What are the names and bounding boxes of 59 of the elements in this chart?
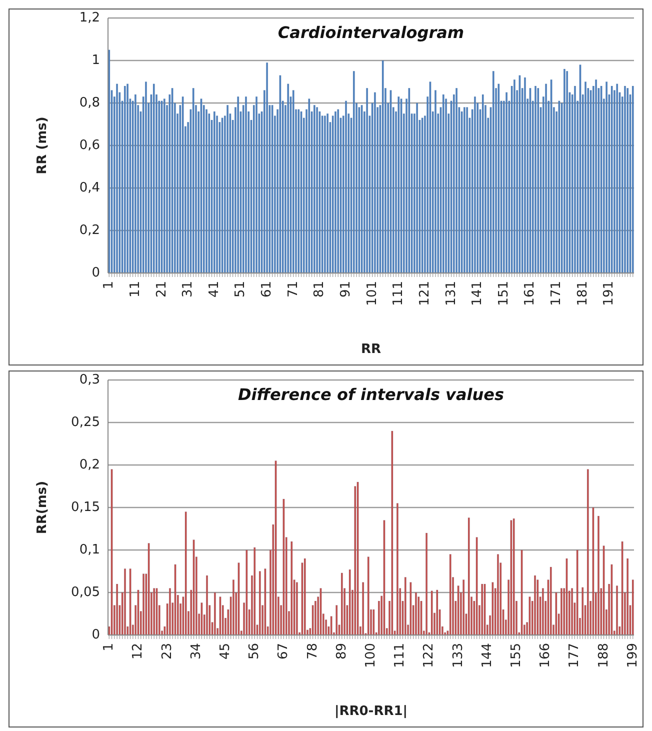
x-tick-label: 121 (417, 281, 432, 306)
x-tick-label: 71 (286, 281, 301, 298)
x-tick-label: 191 (602, 281, 617, 306)
y-tick-label: 0 (92, 266, 100, 280)
y-tick-label: 0,25 (71, 415, 100, 430)
y-tick-label: 0,2 (79, 458, 100, 472)
chart-title: Difference of intervals values (238, 385, 504, 404)
x-tick-label: 91 (338, 281, 354, 298)
y-tick-label: 0,6 (79, 138, 100, 153)
y-tick-label: 1 (92, 53, 100, 68)
x-tick-label: 100 (364, 643, 378, 668)
x-tick-label: 61 (260, 281, 275, 298)
x-tick-label: 111 (391, 281, 406, 306)
x-tick-label: 144 (480, 643, 495, 668)
x-tick-label: 67 (276, 643, 292, 660)
x-tick-label: 161 (522, 281, 538, 306)
y-tick-label: 0,1 (79, 542, 100, 558)
x-tick-label: 78 (305, 643, 320, 660)
x-tick-label: 11 (128, 281, 143, 298)
x-tick-label: 1 (102, 643, 117, 652)
x-tick-label: 41 (206, 281, 222, 298)
y-axis-title: RR (ms) (35, 116, 50, 174)
x-axis-title: |RR0-RR1| (334, 704, 408, 719)
x-tick-label: 181 (575, 281, 590, 306)
y-tick-label: 0,15 (71, 500, 100, 515)
x-tick-label: 177 (567, 643, 582, 668)
x-tick-label: 155 (508, 643, 524, 668)
x-tick-label: 81 (312, 281, 328, 298)
x-tick-label: 56 (247, 643, 262, 660)
x-tick-label: 188 (596, 643, 612, 668)
y-axis-title: RR(ms) (35, 480, 50, 534)
x-tick-label: 23 (160, 643, 175, 660)
y-tick-label: 0,05 (71, 585, 100, 600)
x-tick-label: 133 (450, 643, 466, 668)
x-tick-label: 45 (218, 643, 234, 660)
x-tick-label: 34 (188, 643, 204, 660)
x-tick-label: 111 (392, 643, 408, 668)
x-tick-label: 89 (334, 643, 350, 660)
x-tick-label: 1 (102, 281, 117, 290)
y-tick-label: 0,8 (79, 96, 100, 110)
x-tick-label: 31 (180, 281, 196, 298)
x-tick-label: 21 (154, 281, 170, 298)
x-tick-label: 171 (549, 281, 564, 306)
x-axis-title: RR (360, 342, 382, 357)
x-tick-label: 51 (233, 281, 248, 298)
y-tick-label: 0,2 (79, 223, 100, 238)
y-tick-label: 0,3 (79, 372, 100, 388)
x-tick-label: 151 (496, 281, 512, 306)
y-tick-label: 0,4 (79, 180, 100, 196)
y-tick-label: 1,2 (79, 10, 100, 26)
y-tick-label: 0 (92, 628, 100, 642)
x-tick-label: 12 (130, 643, 146, 660)
x-tick-label: 199 (625, 643, 640, 668)
x-tick-label: 131 (444, 281, 459, 306)
x-tick-label: 122 (422, 643, 437, 668)
x-tick-label: 166 (538, 643, 554, 668)
x-tick-label: 141 (470, 281, 486, 306)
x-tick-label: 101 (364, 281, 380, 306)
chart-title: Cardiointervalogram (278, 23, 464, 42)
